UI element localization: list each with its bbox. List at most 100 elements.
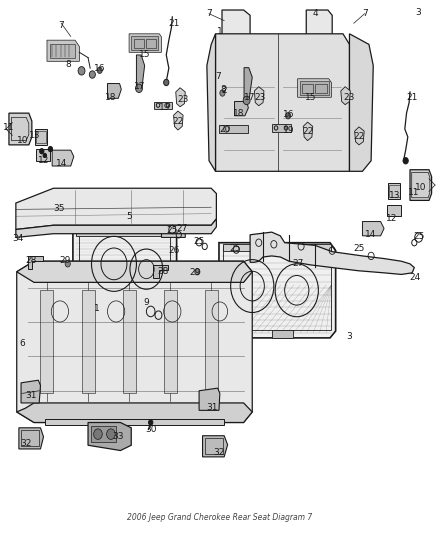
Text: 6: 6 [19,338,25,348]
Polygon shape [303,122,313,141]
Polygon shape [16,219,216,237]
Text: 29: 29 [60,256,71,265]
Polygon shape [205,290,218,393]
Text: 18: 18 [233,109,244,118]
Text: 7: 7 [362,9,367,18]
Text: 22: 22 [302,127,313,136]
Text: 14: 14 [57,159,68,168]
Text: 27: 27 [292,260,303,268]
Circle shape [164,79,169,86]
Polygon shape [272,124,291,132]
Polygon shape [91,426,116,442]
Polygon shape [21,380,40,403]
Polygon shape [272,330,293,338]
Polygon shape [50,44,75,58]
Text: 2006 Jeep Grand Cherokee Rear Seat Diagram 7: 2006 Jeep Grand Cherokee Rear Seat Diagr… [127,513,312,522]
Text: 10: 10 [17,136,28,145]
Polygon shape [162,225,185,237]
Polygon shape [107,84,121,98]
Text: 9: 9 [144,298,149,307]
Text: 23: 23 [343,93,354,102]
Text: 35: 35 [53,204,65,213]
Polygon shape [88,423,131,450]
Polygon shape [45,419,224,425]
Text: 7: 7 [215,71,221,80]
Polygon shape [176,88,185,107]
Polygon shape [234,101,248,116]
Polygon shape [410,169,431,200]
Circle shape [148,420,153,425]
Polygon shape [136,55,145,87]
Text: 23: 23 [254,93,265,102]
Text: 32: 32 [213,448,225,457]
Text: 26: 26 [169,246,180,255]
Polygon shape [173,111,183,130]
Polygon shape [134,303,157,311]
Text: 4: 4 [312,9,318,18]
Text: 28: 28 [157,267,169,276]
Text: 16: 16 [94,63,106,72]
Polygon shape [17,261,252,282]
Circle shape [136,84,142,93]
Polygon shape [202,435,228,457]
Text: 19: 19 [159,103,170,112]
Polygon shape [350,34,373,171]
Circle shape [97,67,102,74]
Polygon shape [355,127,364,145]
Text: 1: 1 [94,304,99,313]
Circle shape [43,154,46,158]
Polygon shape [123,290,136,393]
Text: 12: 12 [386,214,398,223]
Text: 25: 25 [353,244,365,253]
Text: 21: 21 [169,19,180,28]
Polygon shape [28,256,42,269]
Circle shape [39,149,44,154]
Text: 23: 23 [177,95,189,104]
Text: 11: 11 [3,124,15,132]
Polygon shape [300,82,329,95]
Polygon shape [81,290,95,393]
Text: 32: 32 [21,439,32,448]
Circle shape [78,67,85,75]
Polygon shape [363,222,384,236]
Text: 22: 22 [172,117,184,126]
Text: 30: 30 [145,425,156,434]
Polygon shape [298,79,331,98]
Text: 31: 31 [206,402,217,411]
Text: 21: 21 [406,93,417,102]
Circle shape [286,112,291,119]
Text: 7: 7 [206,9,212,18]
Polygon shape [35,129,47,145]
Circle shape [94,429,102,439]
Text: 3: 3 [346,332,352,341]
Polygon shape [19,428,43,449]
Polygon shape [90,303,107,311]
Text: 28: 28 [25,256,37,265]
Circle shape [243,96,250,104]
Text: 25: 25 [230,244,241,253]
Text: 13: 13 [389,191,401,199]
Text: 15: 15 [305,93,316,102]
Text: 5: 5 [126,212,132,221]
Polygon shape [233,330,248,338]
Polygon shape [131,36,159,50]
Polygon shape [306,10,332,39]
Polygon shape [52,150,74,166]
Text: 1: 1 [217,27,223,36]
Polygon shape [250,232,414,274]
Circle shape [65,261,71,267]
Polygon shape [387,205,401,216]
Polygon shape [199,388,220,410]
Text: 13: 13 [29,131,41,140]
Text: 10: 10 [415,183,426,192]
Polygon shape [207,34,215,171]
Text: 11: 11 [408,188,419,197]
Polygon shape [17,403,252,423]
Polygon shape [222,10,250,39]
Text: 22: 22 [354,132,365,141]
Polygon shape [9,113,32,145]
Polygon shape [131,310,138,319]
Text: 34: 34 [12,234,23,243]
Text: 8: 8 [66,60,71,69]
Polygon shape [40,290,53,393]
